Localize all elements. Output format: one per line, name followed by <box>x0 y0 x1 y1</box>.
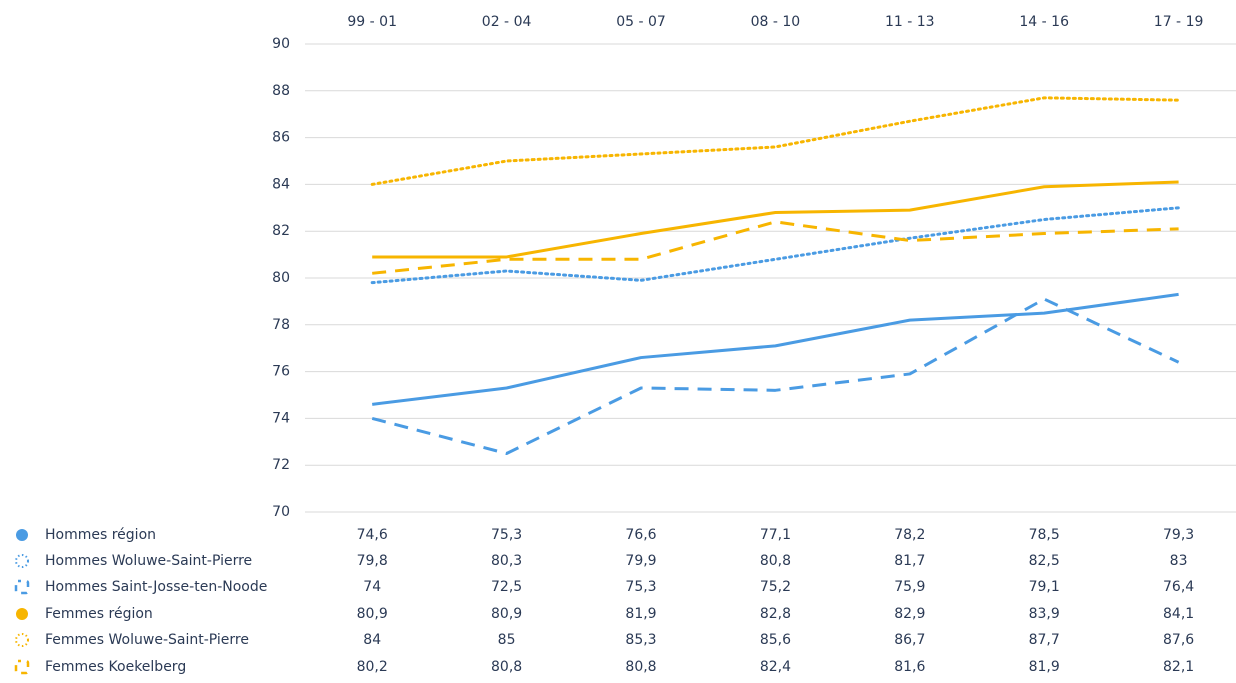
series-line <box>372 292 1179 406</box>
table-value: 80,9 <box>491 606 522 622</box>
table-value: 82,1 <box>1163 659 1194 675</box>
table-value: 76,6 <box>625 527 656 543</box>
table-value: 79,9 <box>625 553 656 569</box>
legend-icon <box>14 579 30 595</box>
table-value: 74 <box>363 579 381 595</box>
table-value: 79,8 <box>357 553 388 569</box>
series-line <box>370 206 1181 285</box>
table-value: 75,3 <box>625 579 656 595</box>
y-tick-label: 74 <box>272 410 290 426</box>
x-tick-label: 11 - 13 <box>885 14 935 30</box>
x-tick-label: 99 - 01 <box>347 14 397 30</box>
series-line <box>372 220 1179 275</box>
table-value: 85 <box>498 632 516 648</box>
table-value: 84,1 <box>1163 606 1194 622</box>
legend-label: Femmes région <box>45 606 153 622</box>
table-value: 80,8 <box>491 659 522 675</box>
table-value: 72,5 <box>491 579 522 595</box>
legend-icon <box>14 659 30 675</box>
y-tick-label: 70 <box>272 504 290 520</box>
legend-label: Femmes Woluwe-Saint-Pierre <box>45 632 249 648</box>
table-value: 80,3 <box>491 553 522 569</box>
series-line <box>372 180 1179 259</box>
table-value: 75,3 <box>491 527 522 543</box>
table-value: 82,8 <box>760 606 791 622</box>
table-value: 82,5 <box>1029 553 1060 569</box>
table-value: 78,5 <box>1029 527 1060 543</box>
table-value: 80,9 <box>357 606 388 622</box>
table-value: 85,3 <box>625 632 656 648</box>
x-tick-label: 02 - 04 <box>482 14 532 30</box>
legend-icon <box>15 633 29 647</box>
table-value: 80,2 <box>357 659 388 675</box>
series-line <box>371 297 1180 455</box>
legend-icon <box>16 529 28 541</box>
y-tick-label: 88 <box>272 83 290 99</box>
table-value: 81,9 <box>625 606 656 622</box>
legend-label: Femmes Koekelberg <box>45 659 186 675</box>
table-value: 81,9 <box>1029 659 1060 675</box>
x-tick-label: 14 - 16 <box>1019 14 1069 30</box>
x-tick-label: 17 - 19 <box>1154 14 1204 30</box>
table-value: 80,8 <box>760 553 791 569</box>
table-value: 86,7 <box>894 632 925 648</box>
table-value: 77,1 <box>760 527 791 543</box>
x-tick-label: 05 - 07 <box>616 14 666 30</box>
y-tick-label: 78 <box>272 317 290 333</box>
y-tick-label: 84 <box>272 176 290 192</box>
x-tick-label: 08 - 10 <box>751 14 801 30</box>
table-value: 75,2 <box>760 579 791 595</box>
table-value: 82,9 <box>894 606 925 622</box>
y-tick-label: 86 <box>272 130 290 146</box>
legend-icon <box>15 554 29 568</box>
table-value: 84 <box>363 632 381 648</box>
legend-label: Hommes région <box>45 527 156 543</box>
series-line <box>370 96 1181 186</box>
table-value: 74,6 <box>357 527 388 543</box>
table-value: 87,7 <box>1029 632 1060 648</box>
table-value: 87,6 <box>1163 632 1194 648</box>
y-tick-label: 90 <box>272 36 290 52</box>
table-value: 81,7 <box>894 553 925 569</box>
table-value: 82,4 <box>760 659 791 675</box>
table-value: 81,6 <box>894 659 925 675</box>
legend-label: Hommes Saint-Josse-ten-Noode <box>45 579 267 595</box>
table-value: 85,6 <box>760 632 791 648</box>
y-tick-label: 82 <box>272 223 290 239</box>
table-value: 78,2 <box>894 527 925 543</box>
table-value: 75,9 <box>894 579 925 595</box>
table-value: 80,8 <box>625 659 656 675</box>
table-value: 76,4 <box>1163 579 1194 595</box>
legend-label: Hommes Woluwe-Saint-Pierre <box>45 553 252 569</box>
table-value: 83 <box>1170 553 1188 569</box>
table-value: 79,1 <box>1029 579 1060 595</box>
table-value: 79,3 <box>1163 527 1194 543</box>
y-tick-label: 72 <box>272 457 290 473</box>
legend-icon <box>16 608 28 620</box>
y-tick-label: 80 <box>272 270 290 286</box>
y-tick-label: 76 <box>272 364 290 380</box>
table-value: 83,9 <box>1029 606 1060 622</box>
